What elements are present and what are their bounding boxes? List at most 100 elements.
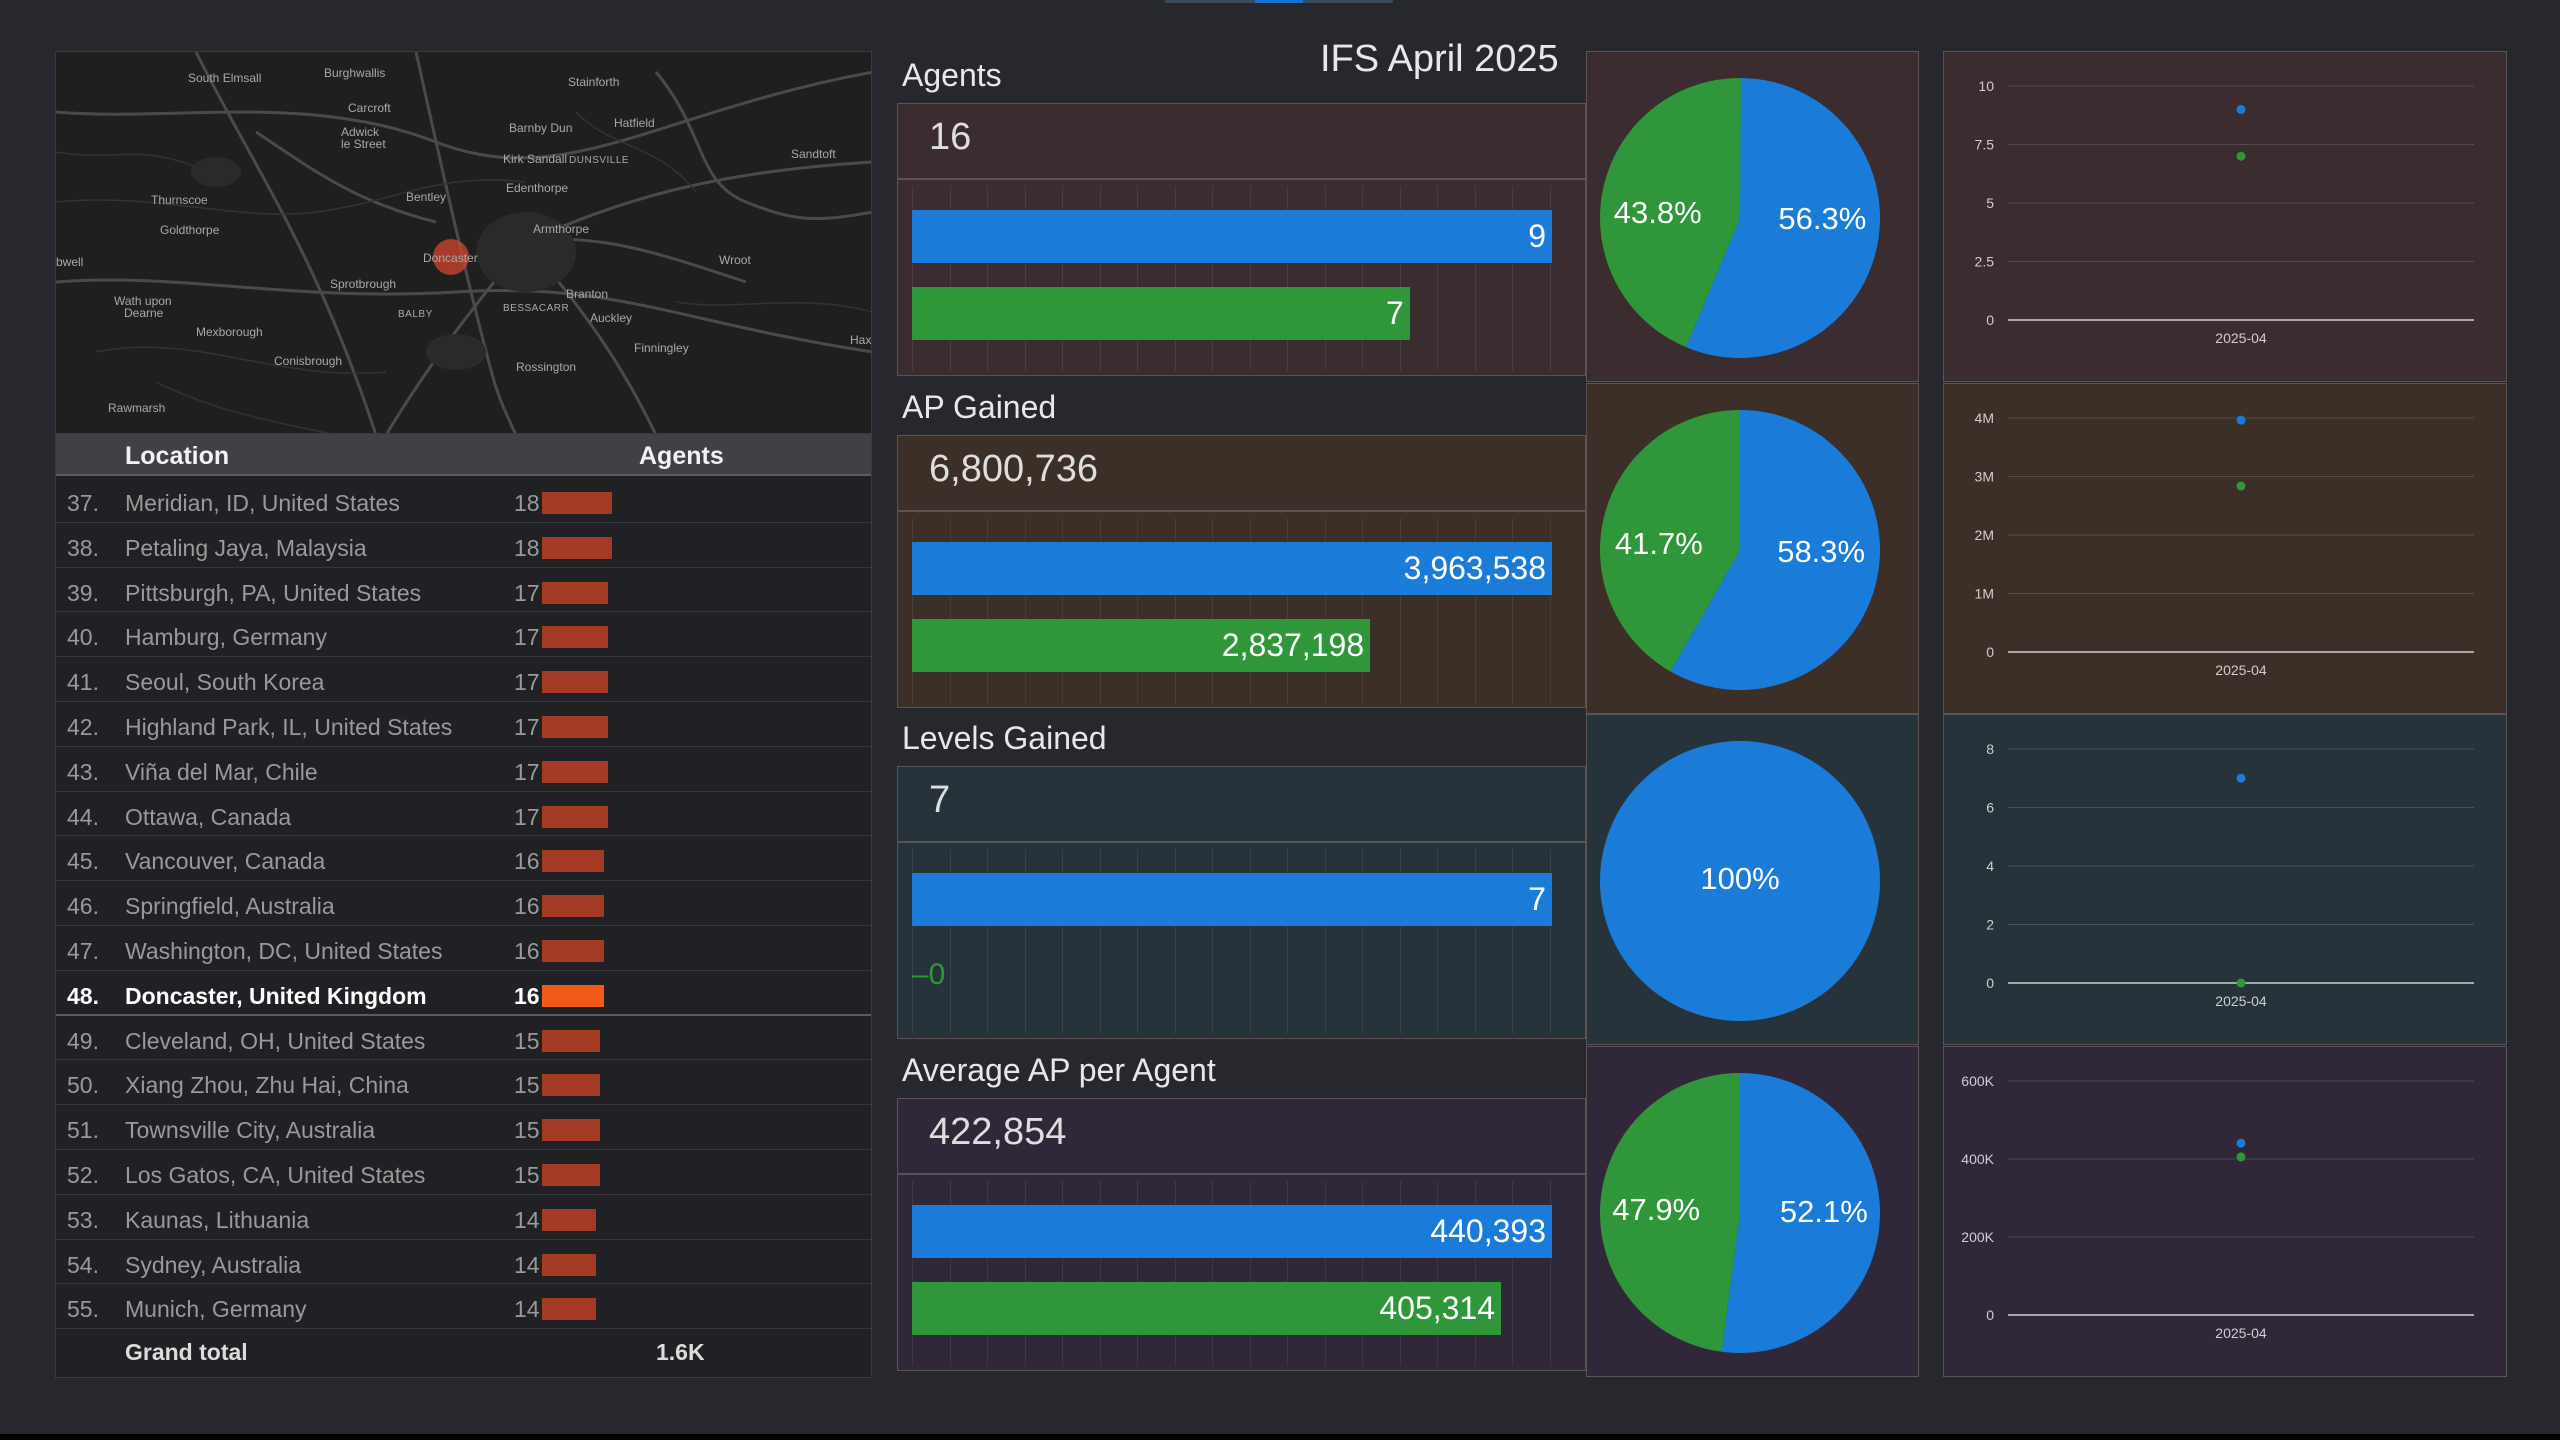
bar-green[interactable]: 2,837,198: [912, 619, 1371, 672]
bar-value-label: 7: [1385, 295, 1404, 331]
grid-line: [1174, 518, 1176, 703]
location-map[interactable]: South Elmsall Burghwallis Stainforth Car…: [55, 51, 872, 434]
table-row[interactable]: 55. Munich, Germany 14: [56, 1284, 871, 1330]
grid-line: [1549, 849, 1551, 1034]
row-agents-value: 17: [514, 624, 540, 651]
row-agents-bar: [542, 536, 612, 559]
row-agents-value: 14: [514, 1206, 540, 1233]
metric-total: 6,800,736: [929, 448, 1099, 490]
page-indicator-active[interactable]: [1255, 0, 1303, 3]
pie-slice-label: 47.9%: [1612, 1192, 1701, 1228]
table-row[interactable]: 41. Seoul, South Korea 17: [56, 657, 871, 702]
grid-line: [1287, 1181, 1288, 1366]
y-tick-label: 10: [1978, 78, 1994, 94]
row-location: Ottawa, Canada: [125, 803, 292, 830]
column-header-location[interactable]: Location: [125, 442, 230, 470]
table-row[interactable]: 53. Kaunas, Lithuania 14: [56, 1195, 871, 1240]
metric-pie-chart[interactable]: 58.3% 41.7%: [1586, 383, 1919, 714]
metric-trend-chart[interactable]: 0 2 4 6 8 2025-04: [1943, 714, 2507, 1045]
grid-line: [949, 518, 951, 703]
row-rank: 51.: [67, 1117, 99, 1144]
table-row[interactable]: 54. Sydney, Australia 14: [56, 1240, 871, 1285]
table-row[interactable]: 42. Highland Park, IL, United States 17: [56, 702, 871, 747]
table-row[interactable]: 49. Cleveland, OH, United States 15: [56, 1016, 871, 1061]
row-agents-bar: [542, 492, 612, 514]
row-location: Pittsburgh, PA, United States: [125, 579, 422, 606]
metric-trend-chart[interactable]: 0 200K 400K 600K 2025-04: [1943, 1046, 2507, 1377]
grid-line: [987, 518, 988, 703]
grid-line: [1024, 186, 1026, 371]
table-row[interactable]: 50. Xiang Zhou, Zhu Hai, China 15: [56, 1060, 871, 1106]
grid-line: [1399, 518, 1401, 703]
map-label: BALBY: [398, 309, 433, 320]
row-agents-bar: [542, 1164, 601, 1186]
map-label: Mexborough: [196, 325, 263, 339]
pie-slice: [1599, 1073, 1740, 1352]
row-agents-value: 17: [514, 714, 540, 740]
page-indicator[interactable]: [1303, 0, 1393, 3]
row-agents-bar: [542, 1029, 601, 1052]
table-row[interactable]: 52. Los Gatos, CA, United States 15: [56, 1150, 871, 1195]
table-row[interactable]: 40. Hamburg, Germany 17: [56, 612, 871, 658]
y-tick-label: 6: [1986, 800, 1994, 816]
metric-pie-chart[interactable]: 100%: [1586, 714, 1919, 1045]
table-row[interactable]: 37. Meridian, ID, United States 18: [56, 478, 871, 523]
x-tick-label: 2025-04: [2215, 993, 2267, 1009]
map-label: Adwick: [341, 125, 380, 139]
page-indicator[interactable]: [1165, 0, 1255, 3]
map-label: Hax: [850, 333, 872, 347]
table-row[interactable]: 43. Viña del Mar, Chile 17: [56, 747, 871, 792]
grid-line: [1512, 186, 1513, 371]
row-agents-bar: [542, 760, 609, 783]
row-rank: 39.: [67, 579, 99, 606]
metric-bar-chart: 7 –0: [897, 842, 1586, 1039]
row-rank: 50.: [67, 1072, 99, 1099]
column-header-agents[interactable]: Agents: [639, 442, 724, 470]
table-row[interactable]: 48. Doncaster, United Kingdom 16: [56, 971, 871, 1016]
grid-line: [1249, 1181, 1251, 1366]
row-agents-bar: [542, 716, 609, 738]
metric-trend-chart[interactable]: 0 1M 2M 3M 4M 2025-04: [1943, 383, 2507, 714]
table-row[interactable]: 38. Petaling Jaya, Malaysia 18: [56, 523, 871, 568]
grid-line: [912, 186, 913, 371]
grid-line: [1399, 186, 1401, 371]
map-label: South Elmsall: [188, 71, 262, 85]
map-label: Barnby Dun: [509, 121, 573, 135]
bar-blue[interactable]: 440,393: [912, 1205, 1552, 1258]
metric-trend-chart[interactable]: 0 2.5 5 7.5 10 2025-04: [1943, 51, 2507, 382]
bar-green[interactable]: 7: [912, 287, 1410, 340]
row-agents-value: 14: [514, 1296, 540, 1323]
bar-green[interactable]: 405,314: [912, 1282, 1502, 1335]
bar-value-label: 7: [1528, 881, 1546, 917]
bar-value-label: 9: [1528, 218, 1546, 254]
table-row[interactable]: 47. Washington, DC, United States 16: [56, 926, 871, 971]
map-label: Finningley: [634, 341, 689, 355]
y-tick-label: 5: [1986, 195, 1994, 211]
table-row[interactable]: 51. Townsville City, Australia 15: [56, 1105, 871, 1150]
grid-line: [1549, 1181, 1551, 1366]
table-row[interactable]: 45. Vancouver, Canada 16: [56, 836, 871, 882]
metric-pie-chart[interactable]: 56.3% 43.8%: [1586, 51, 1919, 382]
row-agents-value: 17: [514, 803, 540, 830]
grid-line: [1099, 849, 1101, 1034]
dashboard-title: IFS April 2025: [1320, 38, 1559, 80]
bar-blue[interactable]: 3,963,538: [912, 542, 1552, 595]
metric-pie-chart[interactable]: 52.1% 47.9%: [1586, 1046, 1919, 1377]
bar-blue[interactable]: 9: [912, 210, 1552, 263]
row-agents-bar: [542, 850, 605, 873]
table-row[interactable]: 39. Pittsburgh, PA, United States 17: [56, 568, 871, 613]
pie-slice: [1600, 741, 1880, 1021]
map-roads: [56, 52, 871, 433]
row-rank: 47.: [67, 938, 99, 964]
grid-line: [1024, 1181, 1026, 1366]
row-rank: 41.: [67, 669, 99, 696]
table-row[interactable]: 44. Ottawa, Canada 17: [56, 792, 871, 837]
table-row[interactable]: 46. Springfield, Australia 16: [56, 881, 871, 926]
bar-blue[interactable]: 7: [912, 873, 1552, 926]
row-location: Townsville City, Australia: [125, 1117, 376, 1144]
grid-line: [1362, 1181, 1363, 1366]
grid-line: [1174, 186, 1176, 371]
grid-line: [1174, 1181, 1176, 1366]
doncaster-marker[interactable]: [433, 239, 469, 275]
grid-line: [1062, 1181, 1063, 1366]
